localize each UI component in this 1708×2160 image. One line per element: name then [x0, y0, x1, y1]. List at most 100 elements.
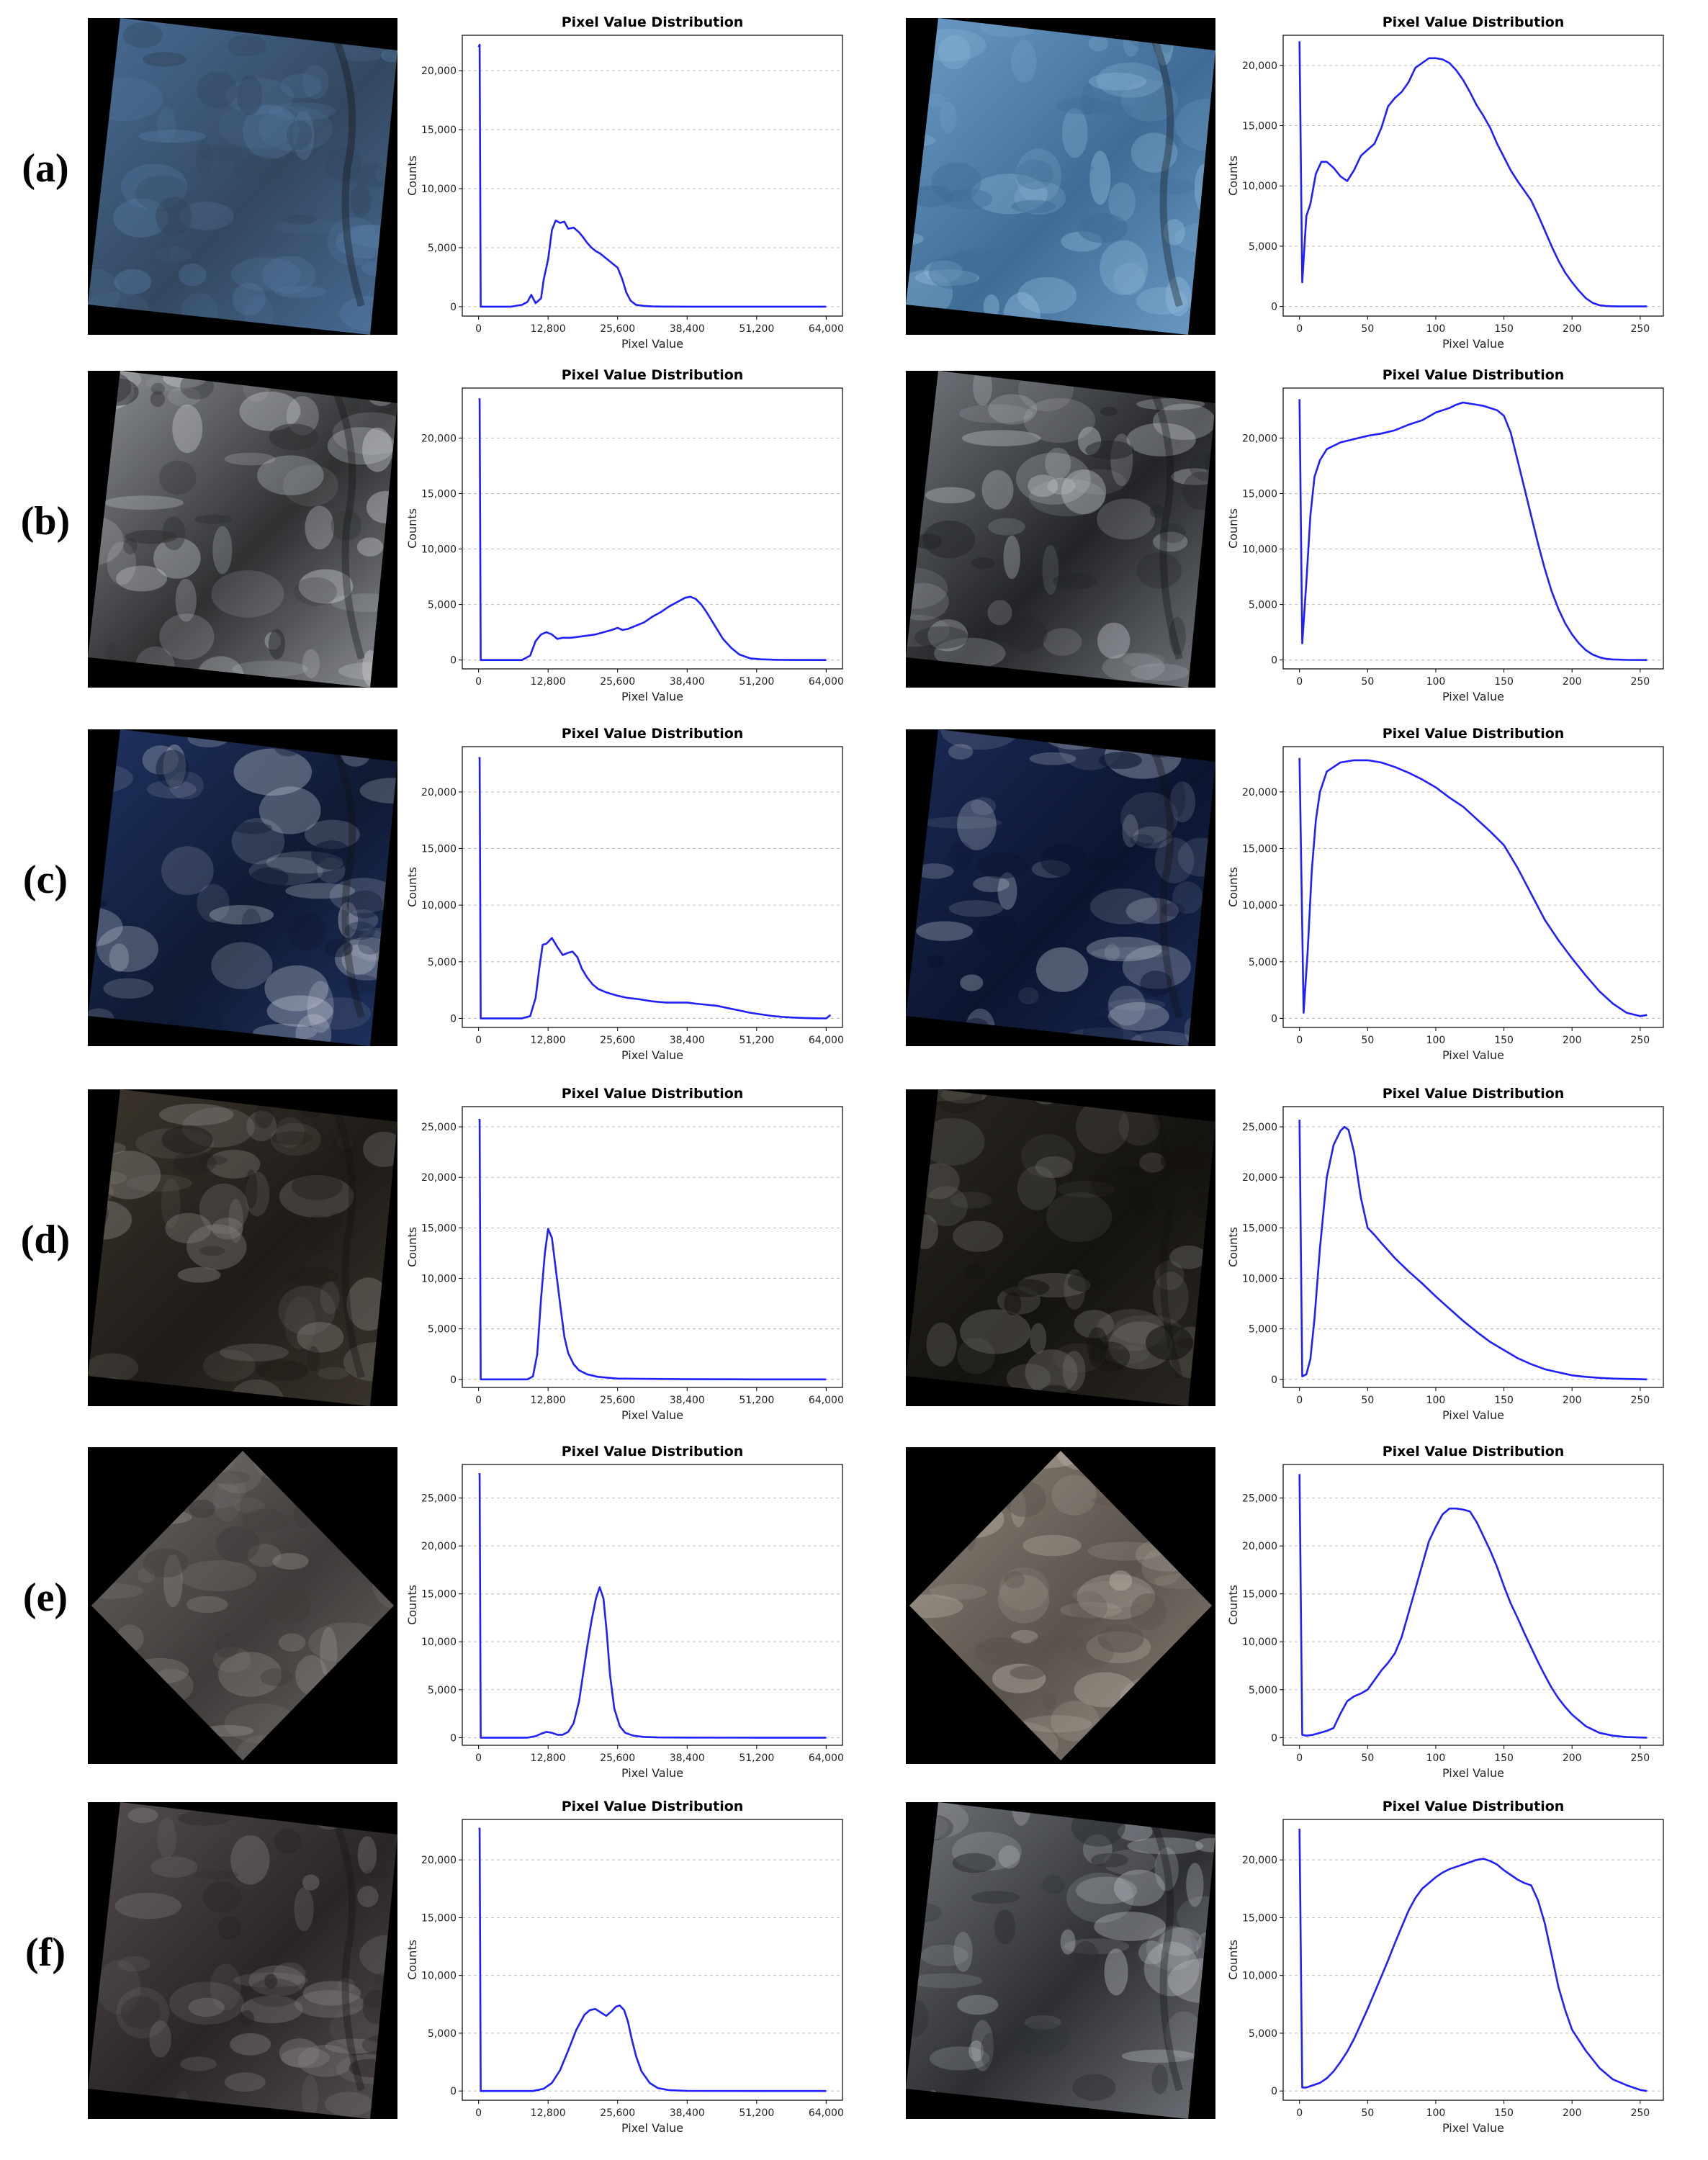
x-tick-label: 100 — [1426, 1752, 1446, 1764]
x-axis-label: Pixel Value — [621, 1408, 683, 1422]
x-tick-label: 150 — [1494, 323, 1514, 335]
y-tick-label: 15,000 — [1242, 1912, 1277, 1924]
y-tick-label: 20,000 — [1242, 787, 1277, 798]
x-tick-label: 64,000 — [809, 1035, 844, 1046]
x-tick-label: 64,000 — [809, 323, 844, 335]
x-tick-label: 64,000 — [809, 1752, 844, 1764]
chart-title: Pixel Value Distribution — [562, 726, 744, 742]
y-tick-label: 5,000 — [428, 2028, 457, 2040]
satellite-thumbnail-original — [88, 18, 397, 335]
y-tick-label: 20,000 — [421, 1541, 457, 1552]
y-axis-label: Counts — [1226, 1940, 1240, 1980]
x-tick-label: 200 — [1563, 1395, 1582, 1406]
y-axis-label: Counts — [1226, 508, 1240, 549]
x-tick-label: 100 — [1426, 1395, 1446, 1406]
y-tick-label: 5,000 — [428, 243, 457, 254]
x-tick-label: 0 — [1296, 1752, 1303, 1764]
x-tick-label: 0 — [1296, 2107, 1303, 2119]
x-axis-label: Pixel Value — [621, 2121, 683, 2135]
plot-frame — [1282, 1819, 1664, 2101]
x-tick-label: 200 — [1563, 323, 1582, 335]
y-tick-label: 5,000 — [1249, 1685, 1277, 1696]
y-tick-label: 5,000 — [1249, 1324, 1277, 1336]
y-tick-label: 25,000 — [421, 1122, 457, 1133]
satellite-thumbnail-original — [88, 371, 397, 688]
y-tick-label: 15,000 — [421, 488, 457, 500]
y-tick-label: 10,000 — [421, 544, 457, 556]
histogram-8bit: Pixel Value Distribution 0 5,000 10,000 15,0… — [1224, 722, 1671, 1068]
x-tick-label: 38,400 — [670, 2107, 705, 2119]
y-axis-label: Counts — [405, 1585, 419, 1625]
satellite-thumbnail-original — [88, 1447, 397, 1764]
x-axis-label: Pixel Value — [621, 337, 683, 351]
histogram-16bit: Pixel Value Distribution 0 5,000 10,000 15,0… — [403, 11, 850, 356]
x-tick-label: 0 — [475, 1395, 482, 1406]
x-tick-label: 25,600 — [600, 323, 635, 335]
histogram-16bit: Pixel Value Distribution 0 5,000 10,000 15,0… — [403, 722, 850, 1068]
satellite-thumbnail-enhanced — [906, 18, 1215, 335]
x-tick-label: 150 — [1494, 1752, 1514, 1764]
x-tick-label: 12,800 — [531, 1752, 566, 1764]
x-tick-label: 38,400 — [670, 1395, 705, 1406]
x-tick-label: 51,200 — [739, 323, 774, 335]
y-tick-label: 10,000 — [1242, 1637, 1277, 1648]
x-tick-label: 0 — [475, 323, 482, 335]
satellite-thumbnail-enhanced — [906, 729, 1215, 1046]
x-axis-label: Pixel Value — [621, 1048, 683, 1062]
y-axis-label: Counts — [405, 867, 419, 907]
histogram-16bit: Pixel Value Distribution 0 5,000 10,000 15,0… — [403, 1082, 850, 1428]
x-tick-label: 200 — [1563, 676, 1582, 688]
y-tick-label: 0 — [1271, 1013, 1277, 1025]
chart-title: Pixel Value Distribution — [562, 14, 744, 30]
x-tick-label: 150 — [1494, 676, 1514, 688]
plot-frame — [462, 1464, 843, 1746]
y-tick-label: 20,000 — [421, 787, 457, 798]
x-axis-label: Pixel Value — [621, 690, 683, 703]
histogram-8bit: Pixel Value Distribution 0 5,000 10,000 15,0… — [1224, 1082, 1671, 1428]
plot-frame — [462, 1819, 843, 2101]
x-tick-label: 51,200 — [739, 2107, 774, 2119]
satellite-thumbnail-original — [88, 1802, 397, 2119]
histogram-16bit: Pixel Value Distribution 0 5,000 10,000 15,0… — [403, 1795, 850, 2141]
chart-title: Pixel Value Distribution — [1383, 1444, 1565, 1459]
y-tick-label: 10,000 — [1242, 900, 1277, 912]
y-tick-label: 20,000 — [421, 433, 457, 444]
y-tick-label: 10,000 — [421, 1971, 457, 1982]
plot-frame — [462, 387, 843, 670]
x-tick-label: 50 — [1361, 323, 1374, 335]
series-line — [478, 757, 832, 1020]
x-tick-label: 64,000 — [809, 2107, 844, 2119]
y-tick-label: 10,000 — [1242, 181, 1277, 192]
satellite-thumbnail-original — [88, 729, 397, 1046]
satellite-thumbnail-original — [88, 1089, 397, 1406]
chart-title: Pixel Value Distribution — [1383, 14, 1565, 30]
y-tick-label: 15,000 — [421, 844, 457, 855]
plot-frame — [462, 746, 843, 1028]
series-line — [478, 1473, 827, 1739]
x-tick-label: 150 — [1494, 1395, 1514, 1406]
x-tick-label: 0 — [475, 1035, 482, 1046]
y-tick-label: 10,000 — [421, 1273, 457, 1284]
y-axis-label: Counts — [405, 156, 419, 196]
x-axis-label: Pixel Value — [1442, 1766, 1504, 1780]
x-tick-label: 51,200 — [739, 1035, 774, 1046]
chart-title: Pixel Value Distribution — [562, 367, 744, 383]
x-tick-label: 0 — [475, 2107, 482, 2119]
x-tick-label: 0 — [1296, 1035, 1303, 1046]
x-tick-label: 38,400 — [670, 1752, 705, 1764]
series-line — [478, 398, 827, 661]
y-tick-label: 10,000 — [421, 900, 457, 912]
x-tick-label: 64,000 — [809, 1395, 844, 1406]
plot-frame — [1282, 1106, 1664, 1388]
x-tick-label: 250 — [1630, 1752, 1650, 1764]
x-tick-label: 250 — [1630, 323, 1650, 335]
satellite-thumbnail-enhanced — [906, 1089, 1215, 1406]
y-axis-label: Counts — [1226, 1585, 1240, 1625]
y-tick-label: 10,000 — [1242, 1971, 1277, 1982]
chart-title: Pixel Value Distribution — [1383, 726, 1565, 742]
chart-title: Pixel Value Distribution — [562, 1086, 744, 1102]
y-tick-label: 10,000 — [421, 184, 457, 195]
y-tick-label: 15,000 — [1242, 844, 1277, 855]
x-tick-label: 250 — [1630, 2107, 1650, 2119]
plot-frame — [462, 1106, 843, 1388]
